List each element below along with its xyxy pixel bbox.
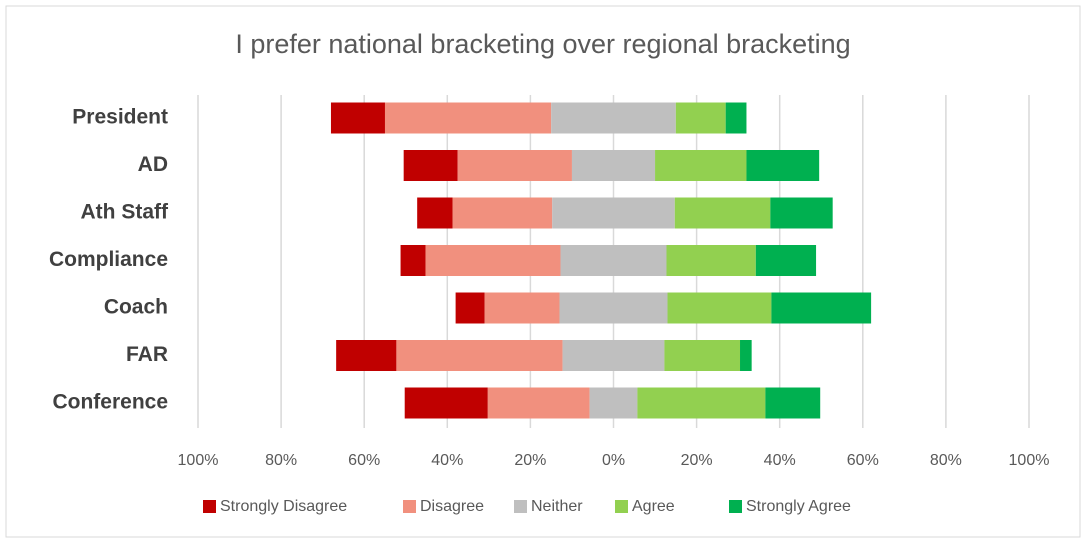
legend-swatch: [514, 500, 527, 513]
category-label: FAR: [126, 343, 168, 366]
bar-segment: [589, 387, 638, 419]
bar-segment: [425, 245, 561, 276]
x-tick-label: 80%: [930, 452, 962, 469]
x-tick-label: 40%: [764, 452, 796, 469]
bar-segment: [400, 245, 426, 276]
x-tick-label: 0%: [602, 452, 625, 469]
bar-segment: [674, 197, 771, 229]
x-tick-label: 20%: [681, 452, 713, 469]
bar-segment: [675, 102, 726, 134]
legend-label: Agree: [632, 498, 675, 515]
bar-segment: [562, 340, 665, 371]
category-label: Coach: [104, 296, 168, 319]
bar-segment: [559, 292, 668, 324]
x-tick-label: 80%: [265, 452, 297, 469]
x-tick-label: 100%: [178, 452, 219, 469]
legend-swatch: [203, 500, 216, 513]
bar-segment: [396, 340, 563, 371]
x-tick-label: 100%: [1009, 452, 1050, 469]
bar-segment: [771, 292, 872, 324]
bar-segment: [571, 150, 656, 181]
bar-segment: [746, 150, 820, 181]
bar-segment: [384, 102, 552, 134]
bar-segment: [655, 150, 747, 181]
category-label: Ath Staff: [81, 201, 169, 224]
bar-segment: [755, 245, 817, 276]
legend-label: Strongly Agree: [746, 498, 851, 515]
bar-segment: [765, 387, 821, 419]
bar-segment: [487, 387, 590, 419]
bar-segment: [455, 292, 485, 324]
bar-segment: [452, 197, 553, 229]
x-tick-label: 60%: [847, 452, 879, 469]
bar-segment: [330, 102, 385, 134]
category-label: Conference: [52, 391, 168, 414]
category-label: AD: [138, 153, 168, 176]
x-tick-label: 20%: [514, 452, 546, 469]
bar-segment: [417, 197, 453, 229]
category-label: President: [72, 106, 168, 129]
bar-segment: [667, 292, 772, 324]
bar-segment: [552, 197, 675, 229]
legend-swatch: [615, 500, 628, 513]
bar-segment: [725, 102, 747, 134]
bar-segment: [403, 150, 458, 181]
category-label: Compliance: [49, 248, 168, 271]
legend-swatch: [729, 500, 742, 513]
bar-segment: [336, 340, 397, 371]
bar-segment: [770, 197, 833, 229]
bar-segment: [484, 292, 560, 324]
legend-label: Disagree: [420, 498, 484, 515]
bar-segment: [637, 387, 766, 419]
legend-label: Neither: [531, 498, 583, 515]
bar-segment: [740, 340, 752, 371]
bar-segment: [404, 387, 488, 419]
x-tick-label: 40%: [431, 452, 463, 469]
bar-segment: [551, 102, 676, 134]
x-tick-label: 60%: [348, 452, 380, 469]
bar-segment: [666, 245, 756, 276]
bar-segment: [560, 245, 667, 276]
chart-title: I prefer national bracketing over region…: [235, 29, 850, 59]
legend-swatch: [403, 500, 416, 513]
bar-segment: [664, 340, 741, 371]
legend-label: Strongly Disagree: [220, 498, 347, 515]
bar-segment: [457, 150, 572, 181]
